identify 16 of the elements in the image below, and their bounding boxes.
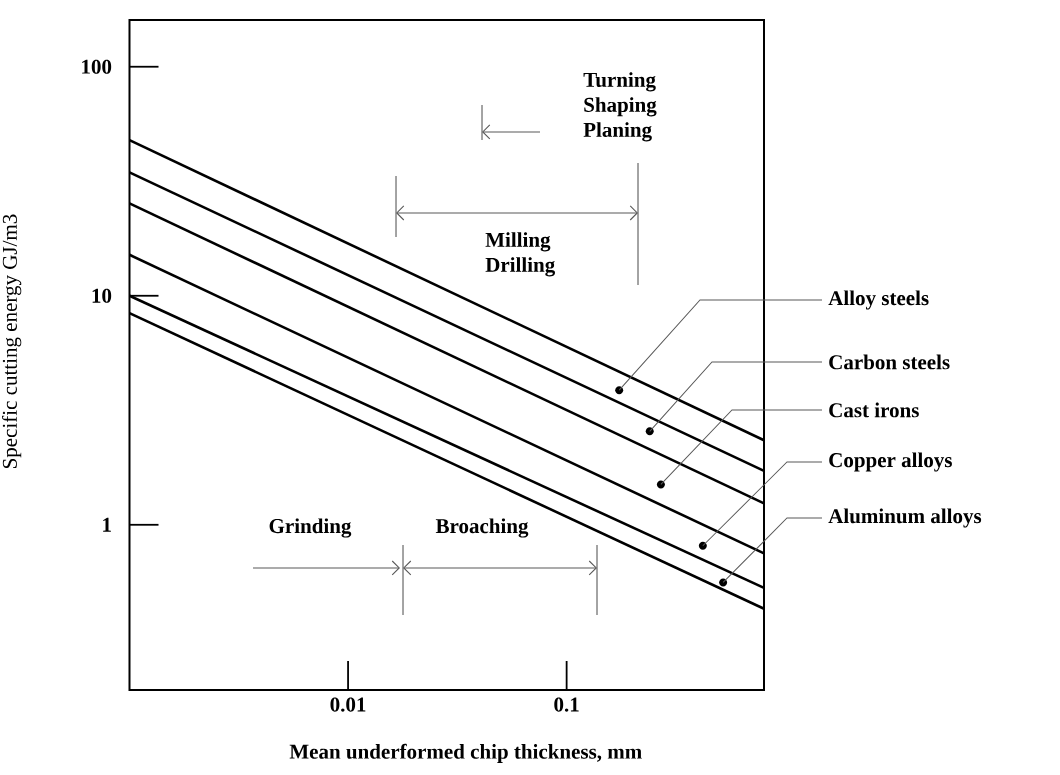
annotation: Alloy steels bbox=[828, 290, 929, 310]
annotation: Grinding bbox=[269, 518, 352, 538]
annotation: Milling Drilling bbox=[485, 232, 556, 277]
y-tick-label: 10 bbox=[92, 288, 112, 303]
y-axis-title: Specific cutting energy GJ/m3 bbox=[1, 214, 22, 468]
y-tick-label: 1 bbox=[103, 517, 111, 532]
annotation: Turning Shaping Planing bbox=[583, 72, 657, 142]
annotation: Carbon steels bbox=[829, 354, 950, 370]
annotation: Copper alloys bbox=[829, 452, 952, 472]
annotation: Cast irons bbox=[829, 402, 919, 418]
y-tick-label: 100 bbox=[82, 59, 112, 74]
annotation: Aluminum alloys bbox=[828, 508, 982, 528]
annotation: Broaching bbox=[435, 518, 529, 538]
x-tick-label: 0.1 bbox=[554, 697, 579, 712]
x-axis-title: Mean underformed chip thickness, mm bbox=[289, 743, 642, 764]
x-tick-label: 0.01 bbox=[330, 697, 366, 712]
